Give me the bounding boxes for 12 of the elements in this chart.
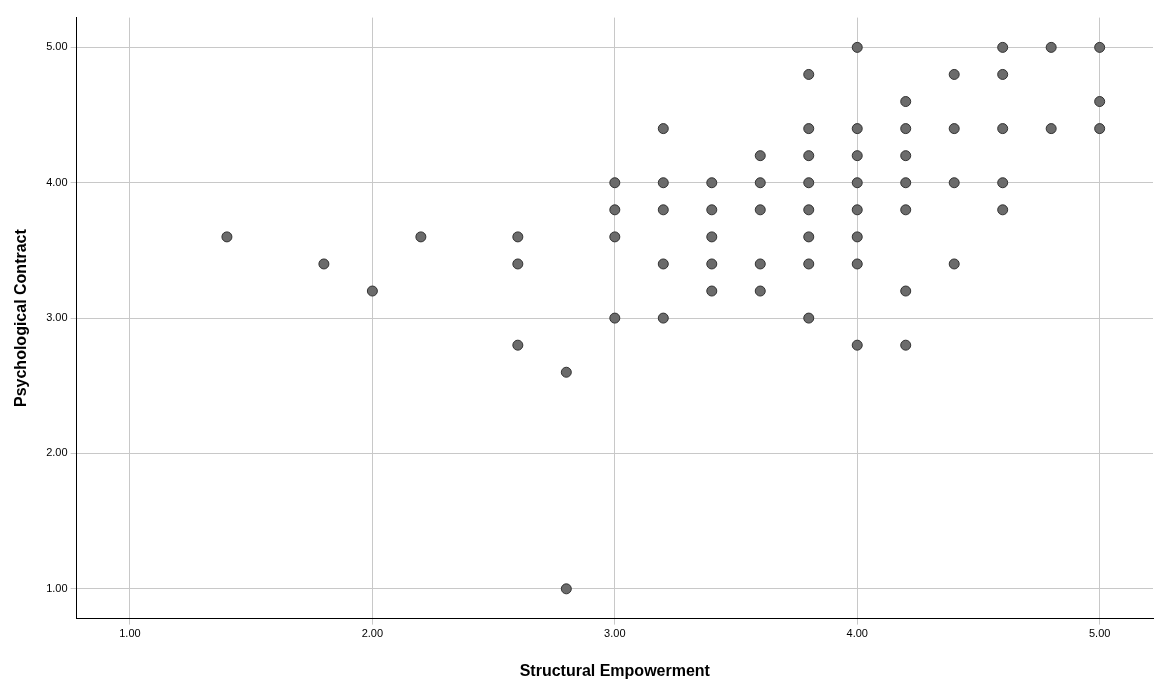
y-tick-label: 1.00	[46, 581, 68, 594]
y-tick-label: 3.00	[46, 311, 68, 324]
y-tick-label: 4.00	[46, 175, 68, 188]
x-tick-label: 1.00	[119, 627, 141, 640]
x-tick-label: 3.00	[604, 627, 626, 640]
y-tick-label: 2.00	[46, 446, 68, 459]
x-axis-title: Structural Empowerment	[519, 661, 711, 679]
x-tick-label: 5.00	[1088, 627, 1111, 640]
x-tick-label: 4.00	[846, 627, 868, 640]
y-tick-label: 5.00	[46, 40, 68, 53]
y-axis-title: Psychological Contract	[12, 228, 30, 408]
x-tick-label: 2.00	[361, 627, 384, 640]
